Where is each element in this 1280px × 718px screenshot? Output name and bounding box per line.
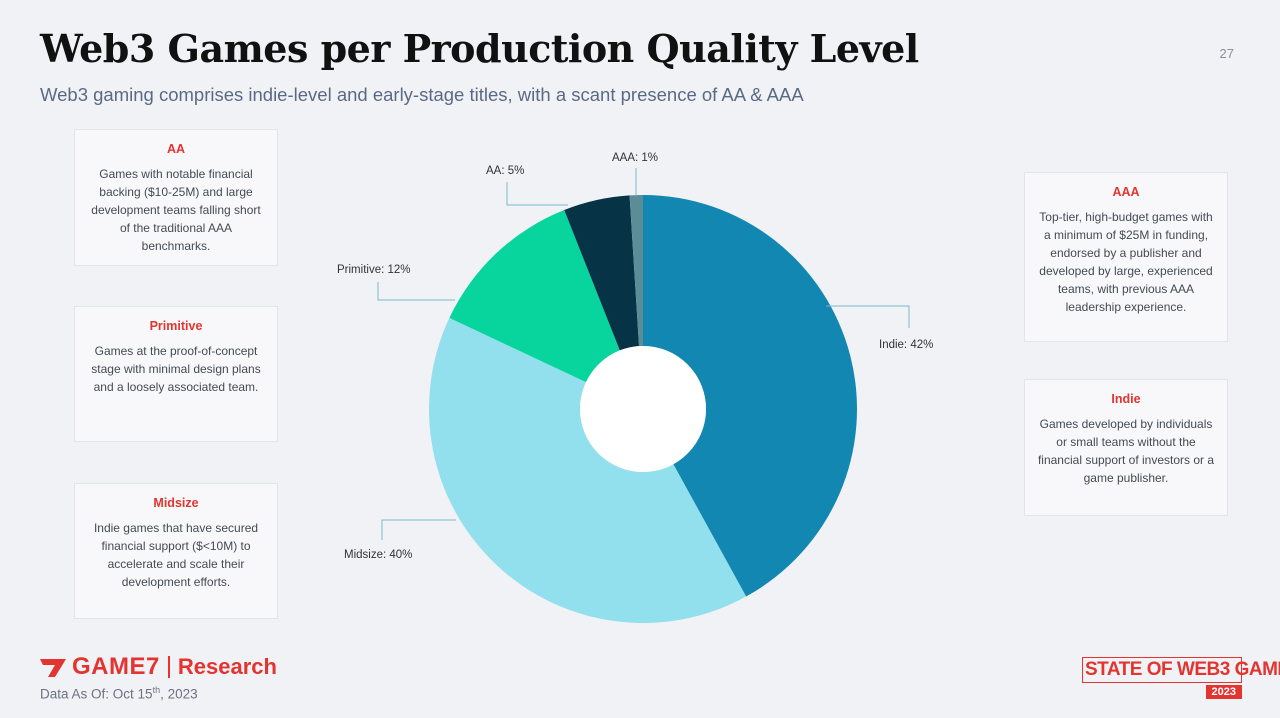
leader-line-indie xyxy=(826,305,910,328)
data-label-aaa: AAA: 1% xyxy=(612,152,658,164)
data-label-indie: Indie: 42% xyxy=(879,339,933,351)
card-text: Top-tier, high-budget games with a minim… xyxy=(1039,210,1213,314)
card-text: Indie games that have secured financial … xyxy=(93,521,259,589)
data-as-of-year: , 2023 xyxy=(160,686,198,702)
definition-card-indie: Indie Games developed by individuals or … xyxy=(1025,380,1227,515)
slice-midsize xyxy=(429,317,747,623)
brand-division: Research xyxy=(177,654,277,679)
card-title: AA xyxy=(166,142,186,156)
data-label-primitive: Primitive: 12% xyxy=(337,264,411,276)
slice-aaa xyxy=(629,195,643,347)
page-number: 27 xyxy=(1219,46,1234,61)
game7-logo-icon xyxy=(40,659,66,677)
card-title: Primitive xyxy=(149,319,203,333)
leader-line-midsize xyxy=(381,519,456,540)
card-title: Midsize xyxy=(153,496,199,510)
page-subtitle: Web3 gaming comprises indie-level and ea… xyxy=(40,84,804,105)
data-as-of-prefix: Data As Of: Oct 15 xyxy=(40,686,153,702)
data-as-of-note: Data As Of: Oct 15th, 2023 xyxy=(40,685,198,702)
card-title: Indie xyxy=(1111,392,1141,406)
card-text: Games with notable financial backing ($1… xyxy=(91,167,261,253)
page-title: Web3 Games per Production Quality Level xyxy=(40,26,919,71)
slice-indie xyxy=(643,195,857,597)
logo-divider xyxy=(167,656,170,678)
card-title: AAA xyxy=(1112,185,1140,199)
donut-hole xyxy=(580,346,706,472)
state-of-web3-gaming-badge: STATE OF WEB3 GAMING 2023 xyxy=(1082,657,1280,699)
brand-name: GAME7 xyxy=(72,653,160,680)
data-label-midsize: Midsize: 40% xyxy=(344,549,412,561)
leader-line-primitive xyxy=(377,282,455,301)
badge-title: STATE OF WEB3 GAMING xyxy=(1082,657,1280,683)
data-as-of-suffix: th xyxy=(152,685,161,695)
definition-card-aaa: AAA Top-tier, high-budget games with a m… xyxy=(1025,173,1227,341)
slice-aa xyxy=(564,195,640,351)
definition-card-primitive: Primitive Games at the proof-of-concept … xyxy=(75,307,277,441)
card-text: Games developed by individuals or small … xyxy=(1037,417,1215,485)
definition-card-aa: AA Games with notable financial backing … xyxy=(75,130,277,265)
slice-primitive xyxy=(449,210,620,383)
card-text: Games at the proof-of-concept stage with… xyxy=(91,344,261,394)
game7-research-logo: GAME7 Research xyxy=(40,653,277,681)
badge-year: 2023 xyxy=(1205,685,1242,699)
data-label-aa: AA: 5% xyxy=(486,165,524,177)
definition-card-midsize: Midsize Indie games that have secured fi… xyxy=(75,484,277,618)
leader-line-aa xyxy=(506,182,568,206)
